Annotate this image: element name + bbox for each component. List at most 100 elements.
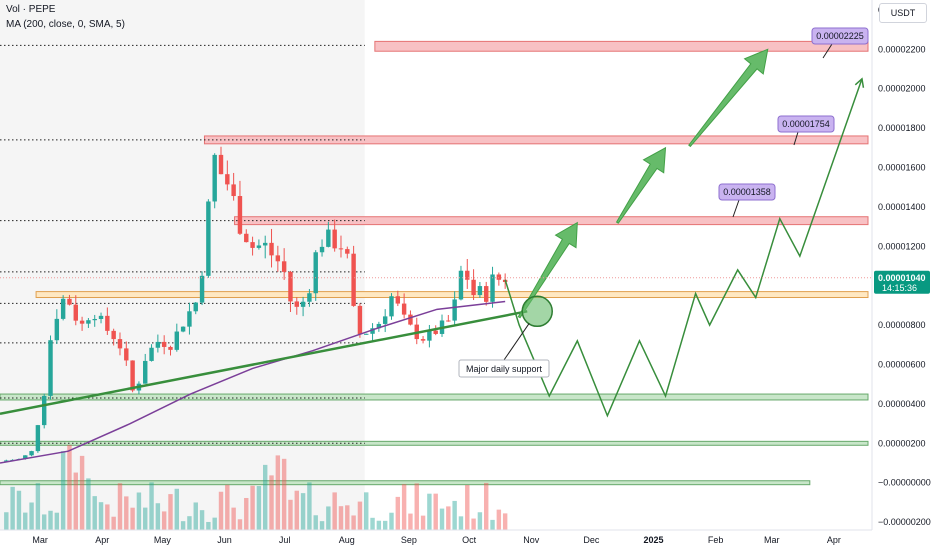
candle-body[interactable] bbox=[452, 299, 457, 321]
candle-body[interactable] bbox=[496, 274, 502, 280]
candle-body[interactable] bbox=[187, 311, 192, 327]
support-zone[interactable] bbox=[0, 440, 869, 446]
candle-body[interactable] bbox=[174, 331, 180, 350]
candle-body[interactable] bbox=[420, 339, 426, 341]
candle-body[interactable] bbox=[143, 360, 148, 384]
currency-selector[interactable]: USDT bbox=[879, 3, 927, 23]
candle-body[interactable] bbox=[130, 360, 135, 391]
candle-body[interactable] bbox=[244, 233, 249, 243]
candle-body[interactable] bbox=[105, 315, 110, 331]
current-price-badge[interactable] bbox=[874, 270, 930, 294]
candle-body[interactable] bbox=[111, 330, 116, 340]
candle-body[interactable] bbox=[389, 296, 394, 317]
candle-body[interactable] bbox=[117, 339, 123, 349]
candle-body[interactable] bbox=[281, 261, 287, 272]
candle-body[interactable] bbox=[313, 252, 318, 294]
candle-body[interactable] bbox=[250, 242, 255, 248]
candle-body[interactable] bbox=[351, 253, 356, 306]
candle-body[interactable] bbox=[29, 451, 34, 456]
resistance-zone[interactable] bbox=[234, 216, 869, 226]
candle-body[interactable] bbox=[67, 298, 72, 305]
candle-body[interactable] bbox=[307, 293, 312, 302]
support-zone[interactable] bbox=[0, 393, 869, 401]
candle-body[interactable] bbox=[4, 460, 9, 462]
candle-body[interactable] bbox=[231, 184, 236, 197]
candle-body[interactable] bbox=[79, 320, 85, 324]
candle-body[interactable] bbox=[256, 245, 262, 248]
resistance-zone[interactable] bbox=[374, 40, 869, 52]
projection-path[interactable] bbox=[504, 78, 863, 418]
mid-zone[interactable] bbox=[35, 291, 869, 299]
candle-body[interactable] bbox=[326, 229, 331, 247]
projection-arrow[interactable] bbox=[688, 48, 769, 148]
trendline[interactable] bbox=[0, 310, 528, 415]
candle-body[interactable] bbox=[300, 301, 306, 307]
resistance-zone[interactable] bbox=[203, 135, 869, 145]
candle-body[interactable] bbox=[484, 286, 489, 302]
candle-body[interactable] bbox=[92, 318, 97, 321]
candle-body[interactable] bbox=[395, 296, 401, 304]
candle-body[interactable] bbox=[408, 314, 413, 325]
support-zone[interactable] bbox=[0, 480, 811, 486]
projection[interactable] bbox=[504, 48, 865, 418]
candle-body[interactable] bbox=[155, 341, 161, 348]
candle-body[interactable] bbox=[218, 154, 224, 175]
candle-body[interactable] bbox=[471, 279, 476, 296]
target-label-box[interactable] bbox=[777, 115, 835, 133]
candle-body[interactable] bbox=[332, 229, 337, 249]
candle-body[interactable] bbox=[319, 246, 325, 253]
candle-body[interactable] bbox=[427, 330, 432, 341]
candle-body[interactable] bbox=[370, 328, 375, 334]
candle-body[interactable] bbox=[294, 301, 299, 307]
candle-body[interactable] bbox=[149, 347, 154, 361]
candle-body[interactable] bbox=[262, 242, 268, 246]
candle-body[interactable] bbox=[54, 318, 60, 341]
target-label-box[interactable] bbox=[718, 183, 776, 201]
candle-body[interactable] bbox=[275, 255, 281, 262]
candle-body[interactable] bbox=[86, 320, 91, 324]
target-labels[interactable]: Major daily support 0.00001358 0.00001754 0… bbox=[458, 27, 869, 378]
target-label-box[interactable] bbox=[811, 27, 869, 45]
candle-body[interactable] bbox=[60, 298, 66, 319]
candle-body[interactable] bbox=[433, 330, 438, 334]
candle-body[interactable] bbox=[180, 326, 186, 332]
candle-body[interactable] bbox=[193, 302, 198, 312]
projection-arrow[interactable] bbox=[615, 146, 667, 224]
price-axis[interactable]: 0.000024000.000022000.000020000.00001800… bbox=[0, 0, 931, 530]
candle-body[interactable] bbox=[98, 315, 104, 319]
candle-body[interactable] bbox=[124, 348, 129, 361]
candle-body[interactable] bbox=[206, 201, 211, 276]
candle-body[interactable] bbox=[338, 248, 344, 250]
candle-body[interactable] bbox=[168, 346, 173, 350]
candle-body[interactable] bbox=[288, 271, 293, 302]
candle-body[interactable] bbox=[401, 303, 407, 315]
candle-body[interactable] bbox=[23, 455, 28, 460]
time-axis[interactable]: Mar Apr May Jun Jul Aug Sep Oct Nov Dec 2025 Feb Mar… bbox=[0, 529, 872, 545]
projection-arrowhead bbox=[854, 77, 865, 88]
candle-body[interactable] bbox=[364, 333, 369, 335]
support-trendline[interactable] bbox=[0, 310, 528, 415]
candle-body[interactable] bbox=[477, 286, 483, 296]
candle-body[interactable] bbox=[382, 316, 388, 324]
candle-body[interactable] bbox=[458, 270, 464, 300]
candle-body[interactable] bbox=[199, 275, 205, 303]
support-circle[interactable] bbox=[521, 295, 553, 328]
candle-body[interactable] bbox=[48, 340, 53, 396]
candle-body[interactable] bbox=[73, 304, 78, 321]
candle-body[interactable] bbox=[237, 196, 243, 234]
candle-body[interactable] bbox=[41, 395, 47, 426]
candle-body[interactable] bbox=[490, 274, 495, 302]
candle-body[interactable] bbox=[357, 305, 363, 335]
candle-body[interactable] bbox=[446, 320, 451, 322]
candle-body[interactable] bbox=[269, 242, 274, 256]
price-tick-label: 0.00002000 bbox=[878, 84, 926, 94]
candle-body[interactable] bbox=[161, 341, 167, 347]
candle-body[interactable] bbox=[465, 270, 470, 280]
candle-body[interactable] bbox=[35, 425, 41, 452]
candle-body[interactable] bbox=[345, 249, 350, 254]
candle-body[interactable] bbox=[225, 174, 230, 185]
candle-body[interactable] bbox=[376, 323, 382, 329]
support-callout-box[interactable] bbox=[458, 359, 550, 378]
candle-body[interactable] bbox=[212, 154, 217, 202]
